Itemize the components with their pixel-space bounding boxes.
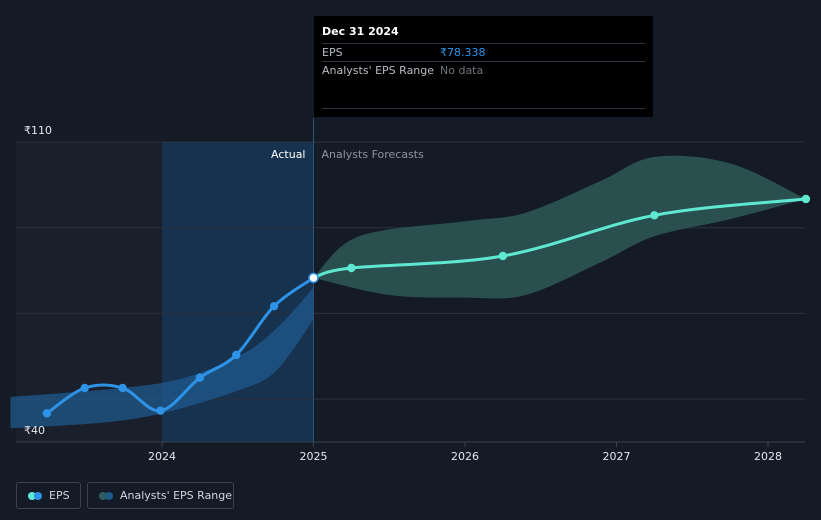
- x-tick-label: 2024: [148, 450, 176, 463]
- legend-eps-toggle[interactable]: EPS: [16, 482, 81, 509]
- eps-range-band-actual: [10, 287, 314, 429]
- eps-point[interactable]: [42, 409, 52, 418]
- eps-point-selected[interactable]: [308, 272, 319, 284]
- tooltip-date: Dec 31 2024: [322, 25, 399, 38]
- tooltip-range-value: No data: [440, 64, 484, 77]
- eps-point[interactable]: [650, 211, 659, 220]
- range-legend-icon: [99, 491, 113, 500]
- eps-point[interactable]: [801, 194, 811, 204]
- eps-point[interactable]: [232, 350, 241, 360]
- tooltip-eps-label: EPS: [322, 46, 343, 59]
- eps-point[interactable]: [156, 406, 165, 415]
- eps-point[interactable]: [80, 383, 89, 393]
- forecast-label: Analysts Forecasts: [322, 148, 425, 161]
- tooltip-row-range: Analysts' EPS Range No data: [322, 61, 645, 79]
- eps-tooltip: Dec 31 2024 EPS ₹78.338 Analysts' EPS Ra…: [314, 16, 653, 117]
- eps-point[interactable]: [498, 251, 508, 261]
- y-tick-label-bottom: ₹40: [24, 424, 45, 437]
- x-tick-label: 2028: [754, 450, 782, 463]
- tooltip-divider: [322, 108, 645, 109]
- eps-point[interactable]: [347, 263, 356, 273]
- legend-eps-label: EPS: [49, 489, 70, 502]
- eps-point[interactable]: [118, 383, 127, 393]
- eps-point[interactable]: [269, 301, 279, 311]
- eps-points: [42, 194, 811, 418]
- eps-point[interactable]: [195, 373, 205, 382]
- legend-range-toggle[interactable]: Analysts' EPS Range: [87, 482, 234, 509]
- tooltip-eps-value: ₹78.338: [440, 46, 486, 59]
- eps-legend-icon: [28, 491, 42, 500]
- x-tick-label: 2027: [603, 450, 631, 463]
- x-tick-label: 2026: [451, 450, 479, 463]
- y-tick-label-top: ₹110: [24, 124, 52, 137]
- legend-range-label: Analysts' EPS Range: [120, 489, 233, 502]
- x-tick-label: 2025: [300, 450, 328, 463]
- actual-label: Actual: [271, 148, 305, 161]
- x-axis-ticks: 2024 2025 2026 2027 2028: [148, 442, 782, 463]
- tooltip-range-label: Analysts' EPS Range: [322, 64, 435, 77]
- eps-range-band-forecast: [313, 155, 806, 299]
- tooltip-row-eps: EPS ₹78.338: [322, 43, 645, 61]
